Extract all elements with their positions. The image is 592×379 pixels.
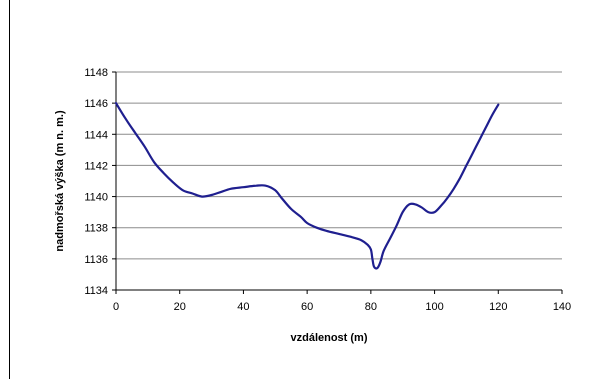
x-axis-title: vzdálenost (m)	[290, 332, 367, 344]
x-axis-ticks: 0 20 40 60 80 100 120 140	[113, 290, 571, 313]
y-axis-title: nadmořská výška (m n. m.)	[54, 110, 66, 252]
y-axis-ticks: 1134 1136 1138 1140 1142 1144 1146 1148	[84, 67, 116, 297]
x-tick-label-100: 100	[425, 301, 443, 313]
series-line-0	[114, 102, 500, 270]
x-tick-label-40: 40	[237, 301, 249, 313]
y-tick-label-1138: 1138	[84, 223, 108, 235]
axes	[115, 72, 562, 291]
x-tick-label-140: 140	[553, 301, 571, 313]
series-layer	[114, 102, 500, 270]
x-tick-label-80: 80	[365, 301, 377, 313]
y-tick-label-1146: 1146	[84, 98, 108, 110]
y-tick-label-1134: 1134	[84, 285, 108, 297]
y-tick-label-1148: 1148	[84, 67, 108, 79]
y-tick-label-1142: 1142	[84, 160, 108, 172]
y-tick-label-1144: 1144	[84, 129, 108, 141]
x-tick-label-60: 60	[301, 301, 313, 313]
x-tick-label-0: 0	[113, 301, 119, 313]
x-tick-label-20: 20	[174, 301, 186, 313]
gridlines	[116, 71, 562, 260]
x-tick-label-120: 120	[489, 301, 507, 313]
y-tick-label-1136: 1136	[84, 254, 108, 266]
y-tick-label-1140: 1140	[84, 192, 108, 204]
left-border-line	[9, 0, 10, 379]
